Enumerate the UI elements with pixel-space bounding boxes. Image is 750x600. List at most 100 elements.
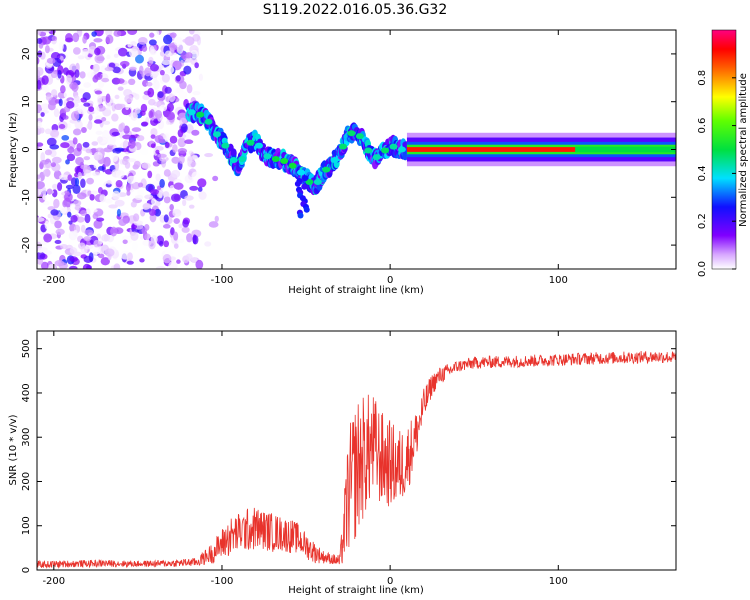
heatmap-noise-cell: [120, 60, 130, 68]
heatmap-ridge-peak: [187, 109, 196, 116]
heatmap-noise-cell: [204, 241, 212, 247]
heatmap-noise-cell: [69, 265, 78, 269]
heatmap-noise-cell: [133, 220, 144, 226]
heatmap-noise-cell: [70, 215, 78, 223]
heatmap-ridge-peak: [372, 154, 381, 161]
heatmap-ridge-peak: [204, 118, 213, 125]
heatmap-noise-cell: [76, 192, 87, 200]
heatmap-noise-cell: [83, 102, 91, 107]
heatmap-noise-cell: [190, 257, 198, 263]
heatmap-noise-cell: [37, 120, 42, 129]
heatmap-noise-cell: [155, 265, 166, 269]
heatmap-noise-cell: [131, 127, 142, 132]
spec-y-tick-label: -20: [21, 237, 32, 253]
heatmap-noise-cell: [170, 193, 181, 203]
heatmap-ridge-peak: [355, 133, 364, 140]
heatmap-ridge-peak: [212, 131, 221, 138]
heatmap-noise-cell: [214, 215, 219, 223]
heatmap-noise-cell: [92, 171, 101, 177]
spectrogram-y-axis-label: Frequency (Hz): [8, 112, 19, 188]
heatmap-noise-cell: [184, 36, 195, 46]
heatmap-ridge-peak: [238, 156, 247, 163]
heatmap-ridge-peak: [263, 153, 272, 160]
heatmap-noise-cell: [163, 214, 169, 223]
heatmap-noise-cell: [41, 36, 52, 45]
heatmap-noise-cell: [44, 149, 53, 156]
heatmap-ridge-peak: [196, 111, 205, 118]
heatmap-noise-cell: [80, 224, 86, 233]
heatmap-noise-cell: [149, 71, 160, 77]
snr-x-tick-label: -200: [42, 576, 65, 587]
heatmap-noise-cell: [106, 135, 116, 146]
heatmap-noise-cell: [192, 154, 198, 160]
heatmap-noise-cell: [41, 75, 49, 85]
heatmap-noise-cell: [94, 47, 101, 56]
heatmap-noise-cell: [83, 82, 92, 88]
heatmap-noise-cell: [177, 147, 188, 154]
heatmap-noise-cell: [186, 84, 193, 94]
heatmap-noise-cell: [163, 169, 171, 177]
heatmap-noise-cell: [80, 127, 87, 134]
heatmap-noise-cell: [40, 152, 46, 162]
heatmap-ridge-peak: [364, 147, 373, 154]
heatmap-noise-cell: [163, 196, 171, 204]
heatmap-noise-cell: [72, 128, 82, 136]
heatmap-noise-cell: [73, 200, 82, 207]
heatmap-noise-cell: [112, 147, 122, 154]
heatmap-noise-cell: [134, 107, 141, 114]
heatmap-noise-cell: [47, 206, 56, 211]
heatmap-noise-cell: [178, 238, 185, 244]
heatmap-noise-cell: [181, 226, 190, 233]
heatmap-noise-cell: [194, 62, 199, 69]
snr-x-tick-label: 100: [549, 576, 568, 587]
heatmap-noise-cell: [169, 135, 178, 144]
heatmap-noise-cell: [72, 184, 81, 195]
heatmap-noise-cell: [124, 94, 133, 103]
heatmap-noise-cell: [69, 256, 78, 263]
heatmap-noise-cell: [59, 204, 68, 214]
heatmap-noise-cell: [188, 204, 195, 209]
heatmap-noise-cell: [113, 263, 121, 269]
heatmap-noise-cell: [77, 104, 88, 115]
heatmap-noise-cell: [140, 103, 148, 113]
heatmap-noise-cell: [164, 86, 172, 94]
heatmap-noise-cell: [67, 211, 72, 218]
heatmap-noise-cell: [40, 159, 50, 165]
heatmap-noise-cell: [127, 43, 132, 48]
heatmap-noise-cell: [150, 64, 159, 72]
heatmap-noise-cell: [149, 32, 155, 38]
heatmap-noise-cell: [92, 75, 99, 83]
heatmap-noise-cell: [192, 91, 201, 96]
heatmap-noise-cell: [120, 122, 126, 130]
heatmap-noise-cell: [191, 129, 200, 136]
heatmap-noise-cell: [166, 102, 175, 112]
heatmap-carrier-tail: [575, 146, 676, 153]
heatmap-noise-cell: [72, 137, 78, 145]
heatmap-noise-cell: [68, 220, 73, 225]
heatmap-carrier-band: [406, 147, 676, 152]
heatmap-noise-cell: [47, 263, 56, 269]
heatmap-noise-cell: [99, 194, 106, 203]
heatmap-noise-cell: [37, 56, 40, 65]
heatmap-noise-cell: [179, 80, 187, 90]
snr-y-tick-label: 300: [21, 428, 32, 447]
heatmap-noise-cell: [159, 69, 165, 76]
heatmap-noise-cell: [125, 182, 131, 192]
heatmap-noise-cell: [125, 90, 130, 96]
heatmap-noise-cell: [93, 219, 103, 229]
snr-y-tick-label: 0: [21, 567, 32, 573]
heatmap-noise-cell: [106, 180, 112, 185]
heatmap-noise-cell: [82, 92, 91, 101]
heatmap-noise-cell: [188, 30, 195, 35]
heatmap-noise-cell: [198, 191, 207, 200]
heatmap-noise-cell: [173, 218, 180, 224]
heatmap-noise-cell: [169, 32, 177, 38]
heatmap-noise-cell: [144, 194, 154, 200]
heatmap-noise-cell: [38, 42, 44, 49]
heatmap-noise-cell: [86, 123, 93, 130]
heatmap-noise-cell: [173, 231, 179, 241]
heatmap-noise-cell: [116, 78, 125, 84]
heatmap-ridge-cell: [230, 148, 237, 158]
heatmap-ridge-cell: [402, 151, 409, 161]
snr-plot-frame: [36, 330, 677, 571]
